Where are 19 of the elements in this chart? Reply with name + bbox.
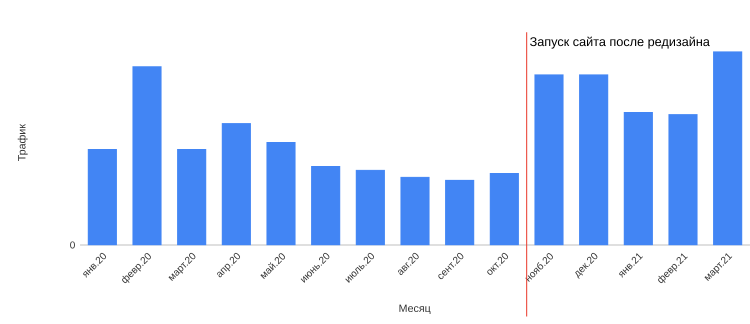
bar <box>579 74 608 246</box>
ref-line-label: Запуск сайта после редизайна <box>530 36 710 49</box>
bar <box>713 51 742 246</box>
bar <box>490 172 519 246</box>
bar <box>88 148 117 246</box>
bar <box>668 114 698 246</box>
bar <box>177 148 206 246</box>
x-axis-title: Месяц <box>399 304 430 314</box>
bar <box>266 142 296 246</box>
text: 0 <box>70 241 75 249</box>
bar <box>445 180 474 246</box>
bar <box>222 123 251 246</box>
bar <box>400 176 430 246</box>
bar <box>624 112 653 246</box>
bar <box>356 170 385 246</box>
y-axis-title: Трафик <box>18 124 28 162</box>
bar <box>132 66 162 246</box>
bar <box>311 166 340 246</box>
bar <box>534 74 564 246</box>
